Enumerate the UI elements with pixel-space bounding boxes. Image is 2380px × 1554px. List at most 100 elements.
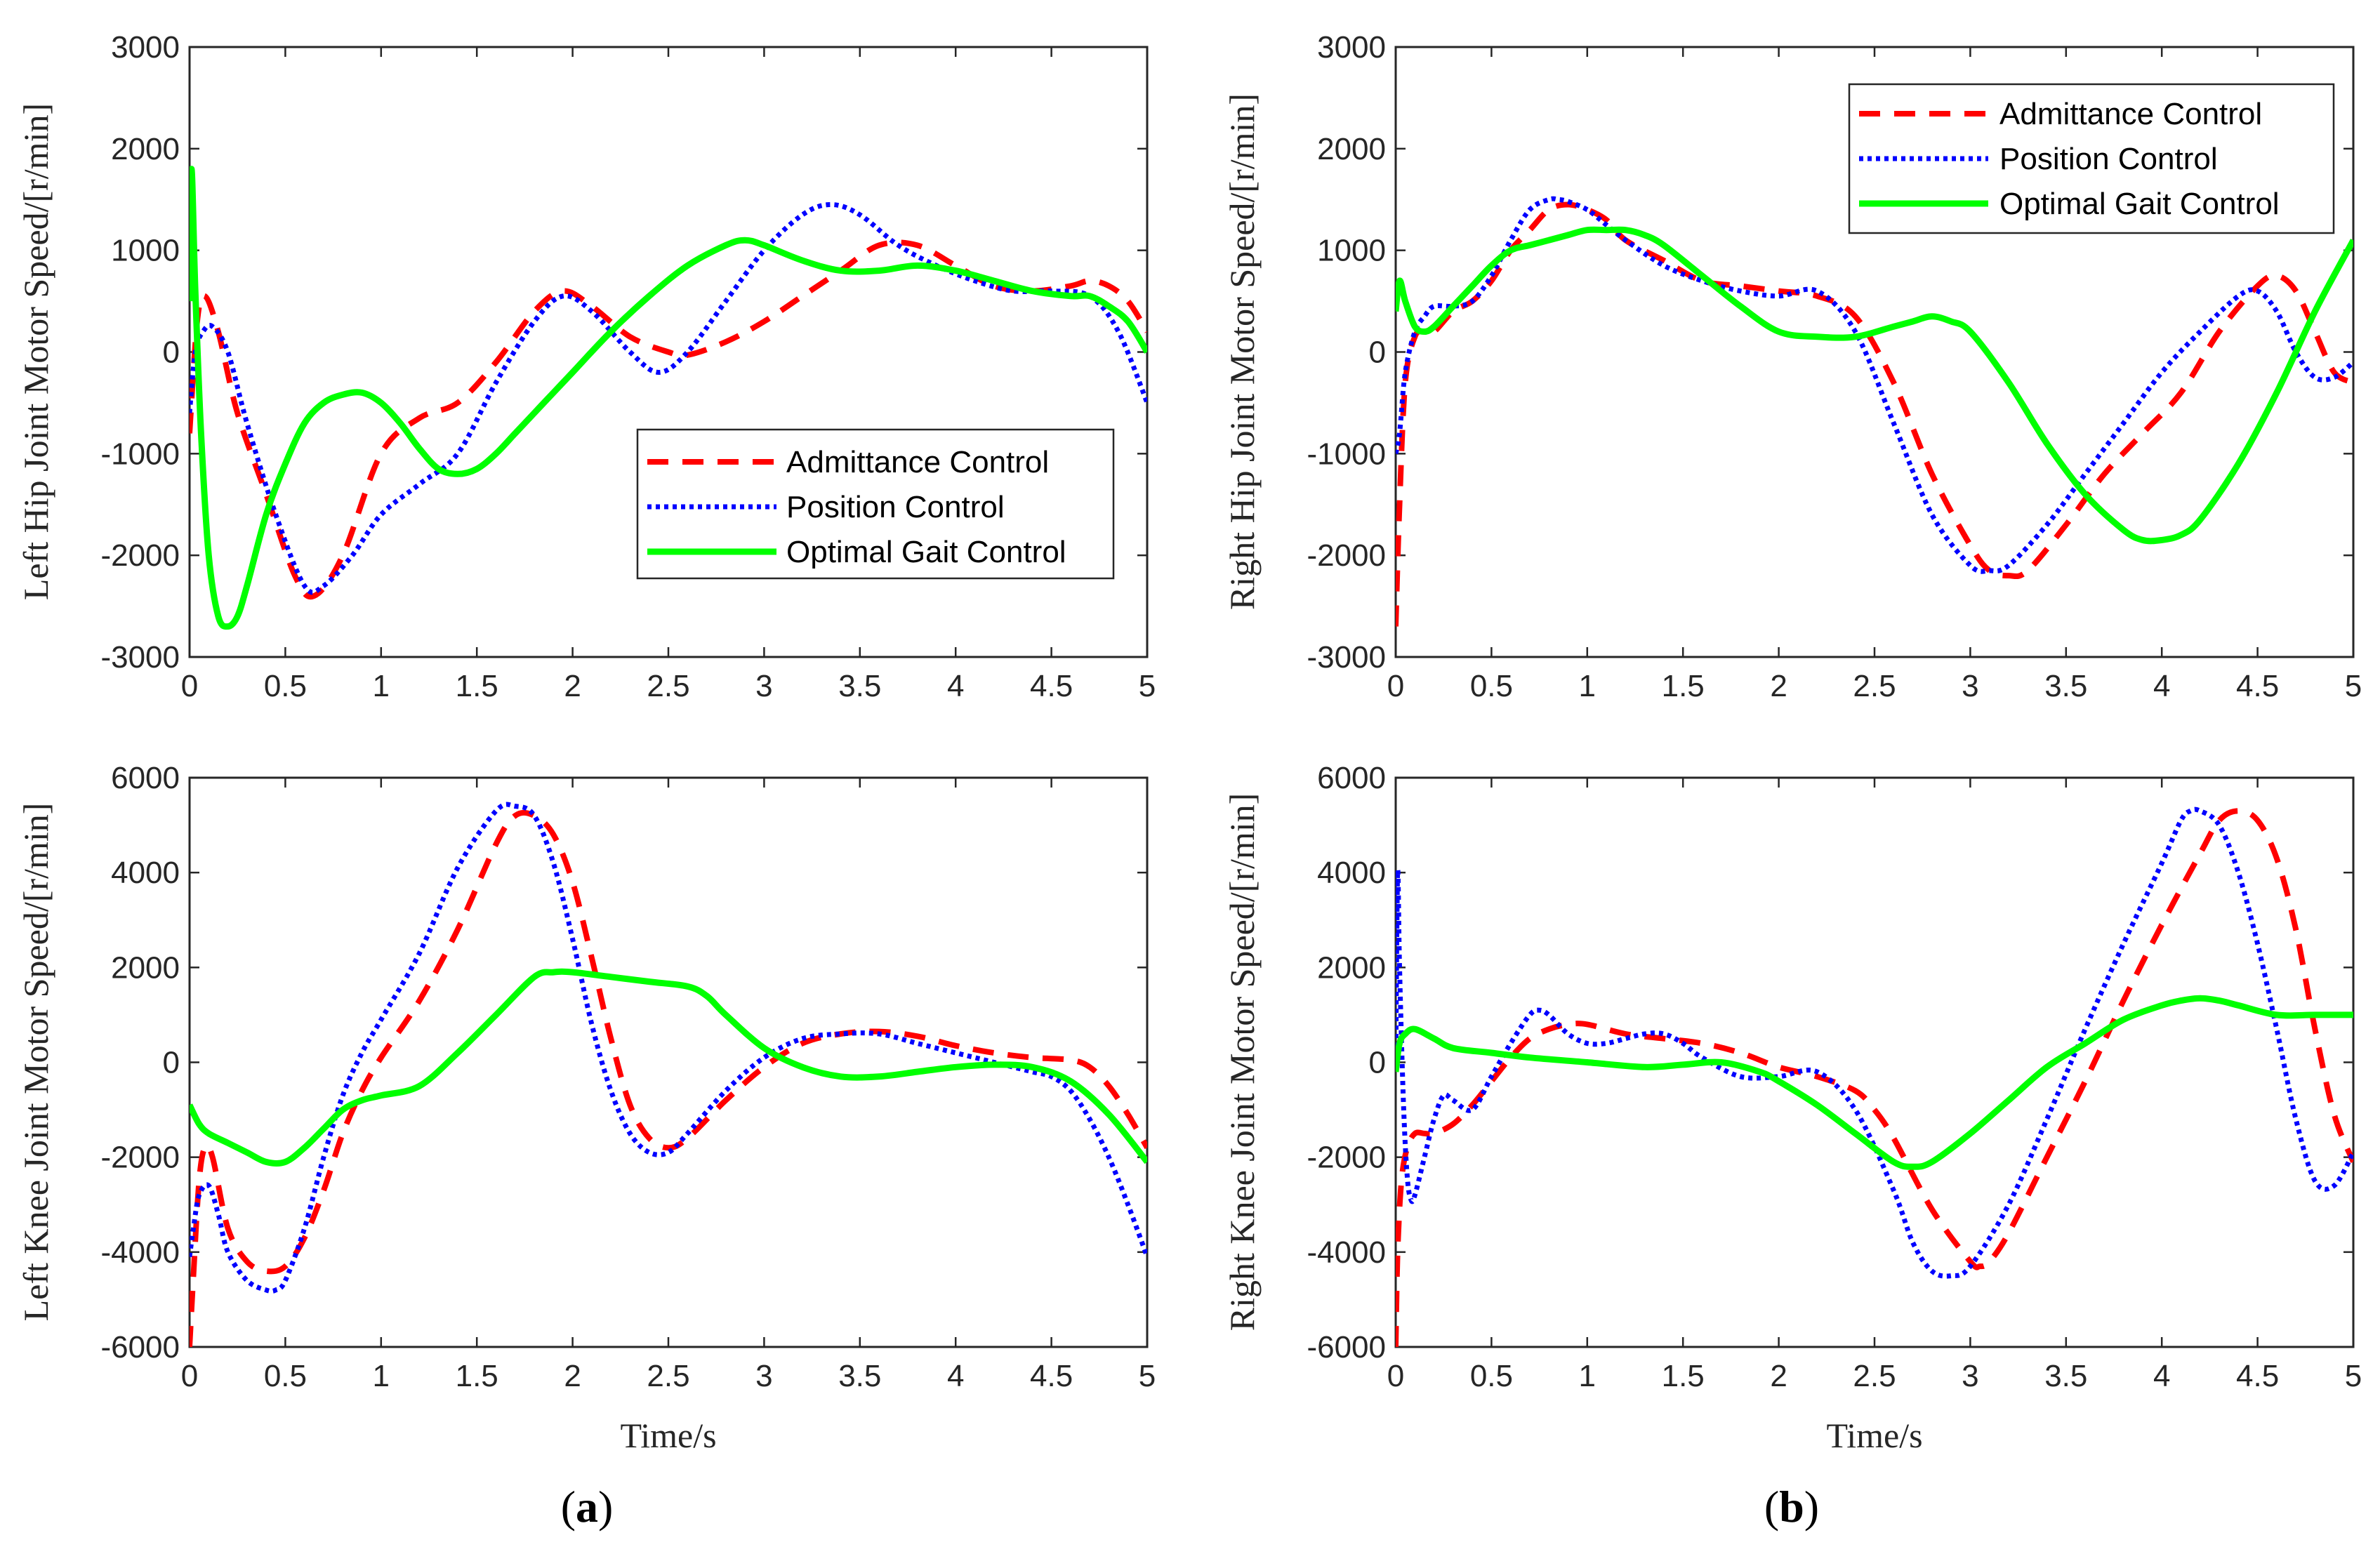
y-tick-label: -2000 [100, 1141, 180, 1175]
series-line-admittance [190, 809, 1147, 1347]
y-axis-label: Left Hip Joint Motor Speed/[r/min] [16, 103, 55, 600]
y-tick-label: -6000 [1307, 1330, 1386, 1364]
x-tick-label: 2.5 [1853, 669, 1896, 703]
x-tick-label: 2 [1770, 1359, 1787, 1393]
y-tick-label: 0 [163, 336, 180, 370]
x-tick-label: 1.5 [456, 669, 498, 703]
right-hip-chart: 0 0.5 1 1.5 2 2.5 3 3.5 4 4.5 5 -3000 -2000 -1000 0 100… [1222, 30, 2362, 703]
legend: Admittance Control Position Control Opti… [1848, 83, 2335, 234]
series-line-optimal [190, 968, 1147, 1167]
x-tick-label: 3 [1962, 669, 1978, 703]
x-tick-label: 0 [181, 1359, 198, 1393]
series-layer [190, 802, 1147, 1347]
y-tick-label: -2000 [1307, 538, 1386, 573]
x-tick-label: 0 [181, 669, 198, 703]
x-tick-label: 4.5 [2236, 669, 2279, 703]
y-tick-label: -2000 [100, 538, 180, 573]
x-tick-label: 1 [1579, 1359, 1596, 1393]
y-tick-label: -4000 [1307, 1235, 1386, 1270]
y-tick-label: -3000 [100, 640, 180, 675]
axis-ticks: 0 0.5 1 1.5 2 2.5 3 3.5 4 4.5 5 -6000 -4000 -2000 0 200… [100, 761, 1156, 1393]
y-tick-label: -6000 [100, 1330, 180, 1364]
x-tick-label: 0 [1387, 669, 1404, 703]
x-tick-label: 1.5 [456, 1359, 498, 1393]
y-tick-label: -2000 [1307, 1141, 1386, 1175]
series-line-position [190, 802, 1147, 1294]
left-knee-chart: 0 0.5 1 1.5 2 2.5 3 3.5 4 4.5 5 -6000 -4000 -2000 0 200… [16, 761, 1156, 1455]
caption-a: (a) [561, 1482, 614, 1532]
series-line-optimal [1396, 995, 2353, 1170]
x-tick-label: 0.5 [264, 1359, 307, 1393]
legend-label-optimal: Optimal Gait Control [1999, 187, 2280, 221]
left-hip-chart: 0 0.5 1 1.5 2 2.5 3 3.5 4 4.5 5 -3000 -2000 -1000 0 100… [16, 30, 1156, 703]
x-tick-label: 4 [2153, 1359, 2170, 1393]
x-tick-label: 4 [2153, 669, 2170, 703]
axis-ticks: 0 0.5 1 1.5 2 2.5 3 3.5 4 4.5 5 -3000 -2000 -1000 0 100… [100, 30, 1156, 703]
x-tick-label: 5 [1139, 669, 1156, 703]
x-tick-label: 2.5 [1853, 1359, 1896, 1393]
y-tick-label: -1000 [100, 437, 180, 471]
x-axis-label: Time/s [1826, 1416, 1922, 1455]
plot-area [1394, 776, 2355, 1348]
legend-label-position: Position Control [1999, 142, 2218, 176]
y-tick-label: 6000 [111, 761, 180, 795]
y-tick-label: -3000 [1307, 640, 1386, 675]
axis-ticks: 0 0.5 1 1.5 2 2.5 3 3.5 4 4.5 5 -6000 -4000 -2000 0 200… [1307, 761, 2362, 1393]
x-tick-label: 3.5 [838, 669, 881, 703]
x-tick-label: 2 [564, 1359, 581, 1393]
series-layer [1396, 196, 2353, 627]
x-tick-label: 3.5 [2044, 669, 2087, 703]
x-tick-label: 2 [564, 669, 581, 703]
x-tick-label: 3 [1962, 1359, 1978, 1393]
x-tick-label: 1 [373, 1359, 390, 1393]
y-tick-label: 2000 [111, 132, 180, 166]
y-tick-label: 1000 [111, 234, 180, 268]
y-tick-label: 0 [1369, 1046, 1386, 1080]
series-line-optimal [190, 166, 1147, 630]
x-tick-label: 5 [1139, 1359, 1156, 1393]
x-tick-label: 2.5 [647, 1359, 689, 1393]
x-tick-label: 0.5 [1470, 669, 1513, 703]
y-tick-label: -1000 [1307, 437, 1386, 471]
x-tick-label: 4 [947, 669, 964, 703]
x-tick-label: 0.5 [264, 669, 307, 703]
x-tick-label: 3.5 [2044, 1359, 2087, 1393]
x-tick-label: 5 [2345, 1359, 2362, 1393]
y-tick-label: 2000 [1317, 950, 1386, 985]
y-tick-label: 3000 [1317, 30, 1386, 65]
legend-label-admittance: Admittance Control [786, 445, 1049, 479]
x-axis-label: Time/s [620, 1416, 716, 1455]
x-tick-label: 1.5 [1662, 1359, 1705, 1393]
series-line-admittance [1396, 808, 2353, 1347]
x-tick-label: 0.5 [1470, 1359, 1513, 1393]
y-tick-label: 6000 [1317, 761, 1386, 795]
x-tick-label: 3 [755, 1359, 772, 1393]
y-tick-label: 3000 [111, 30, 180, 65]
x-tick-label: 0 [1387, 1359, 1404, 1393]
x-tick-label: 4.5 [2236, 1359, 2279, 1393]
series-layer [190, 166, 1147, 630]
x-tick-label: 2 [1770, 669, 1787, 703]
x-tick-label: 1 [373, 669, 390, 703]
y-axis-label: Right Hip Joint Motor Speed/[r/min] [1222, 93, 1262, 610]
y-axis-label: Right Knee Joint Motor Speed/[r/min] [1222, 793, 1262, 1331]
y-tick-label: 0 [1369, 336, 1386, 370]
y-tick-label: 0 [163, 1046, 180, 1080]
series-layer [1396, 806, 2353, 1347]
legend-label-position: Position Control [786, 490, 1005, 524]
x-tick-label: 5 [2345, 669, 2362, 703]
x-tick-label: 1.5 [1662, 669, 1705, 703]
x-tick-label: 1 [1579, 669, 1596, 703]
x-tick-label: 2.5 [647, 669, 689, 703]
series-line-admittance [190, 239, 1147, 600]
x-tick-label: 3.5 [838, 1359, 881, 1393]
legend-label-admittance: Admittance Control [1999, 97, 2262, 131]
series-line-position [1396, 196, 2353, 574]
y-tick-label: 1000 [1317, 234, 1386, 268]
right-knee-chart: 0 0.5 1 1.5 2 2.5 3 3.5 4 4.5 5 -6000 -4000 -2000 0 200… [1222, 761, 2362, 1455]
legend-label-optimal: Optimal Gait Control [786, 535, 1066, 569]
y-axis-label: Left Knee Joint Motor Speed/[r/min] [16, 803, 55, 1322]
x-tick-label: 4.5 [1030, 669, 1073, 703]
caption-b: (b) [1764, 1482, 1819, 1532]
